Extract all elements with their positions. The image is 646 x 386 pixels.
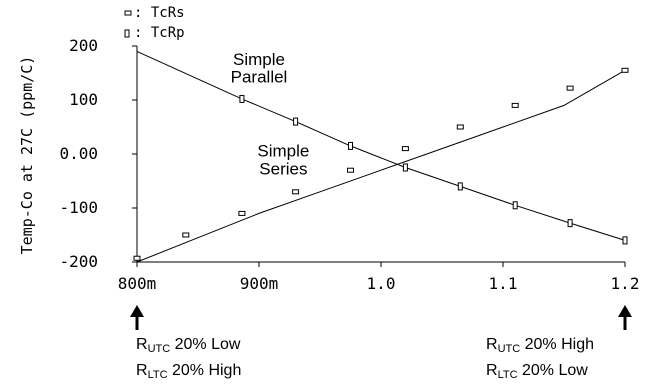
point-tcrs [566,85,574,91]
y-axis-label: Temp-Co at 27C (ppm/C) [18,56,36,255]
annotation-simple-parallel-2: Parallel [231,68,288,87]
x-tick-label: 1.2 [611,274,640,293]
legend-label-tcrp: : TcRp [134,25,185,41]
point-tcrs [182,232,190,238]
annotation-simple-series-2: Series [259,160,307,179]
y-ticks: 200 100 0.00 -100 -200 [59,36,137,271]
point-tcrs [401,146,409,152]
annotation-simple-parallel-1: Simple [233,50,285,69]
legend-label-tcrs: : TcRs [134,5,185,21]
annotations: Simple Parallel Simple Series [231,50,310,179]
point-tcrp [457,182,463,191]
series-markers [133,67,629,261]
legend-marker-tcrp [124,29,130,38]
note-right-line-1: RUTC 20% High [486,336,594,355]
x-ticks: 800m 900m 1.0 1.1 1.2 [118,262,640,293]
series-line-tcrs [136,69,626,263]
right-arrow-icon [618,305,632,330]
point-tcrp [402,163,408,172]
point-tcrs [238,210,246,216]
legend-item-tcrp: : TcRp [124,25,185,41]
note-left-line-2: RLTC 20% High [136,362,242,381]
point-tcrp [512,201,518,210]
point-tcrp [622,236,628,245]
range-arrows [130,305,632,330]
series-lines [136,50,626,263]
point-tcrs [456,124,464,130]
legend-item-tcrs: : TcRs [124,5,185,21]
point-tcrp [348,141,353,150]
note-left: RUTC 20% Low RLTC 20% High [136,334,241,386]
y-tick-label: 0.00 [59,144,98,163]
x-tick-label: 1.1 [489,274,518,293]
point-tcrs [511,102,519,108]
series-line-tcrp [136,50,626,241]
legend: : TcRs : TcRp [124,5,185,41]
y-tick-label: -100 [59,198,98,217]
note-right: RUTC 20% High RLTC 20% Low [486,334,594,386]
point-tcrp [239,94,245,103]
left-arrow-icon [130,305,144,330]
point-tcrs [621,67,629,73]
legend-marker-tcrs [124,10,132,16]
x-tick-label: 1.0 [367,274,396,293]
point-tcrp [567,219,573,228]
point-tcrp [293,117,299,126]
point-tcrs [133,255,141,261]
axes [136,46,625,263]
annotation-simple-series-1: Simple [257,142,309,161]
y-tick-label: 200 [69,36,98,55]
note-right-line-2: RLTC 20% Low [486,362,588,381]
y-tick-label: 100 [69,90,98,109]
point-tcrs [292,189,300,195]
x-tick-label: 900m [240,274,279,293]
point-tcrs [347,167,354,173]
y-tick-label: -200 [59,252,98,271]
note-left-line-1: RUTC 20% Low [136,336,241,355]
x-tick-label: 800m [118,274,157,293]
